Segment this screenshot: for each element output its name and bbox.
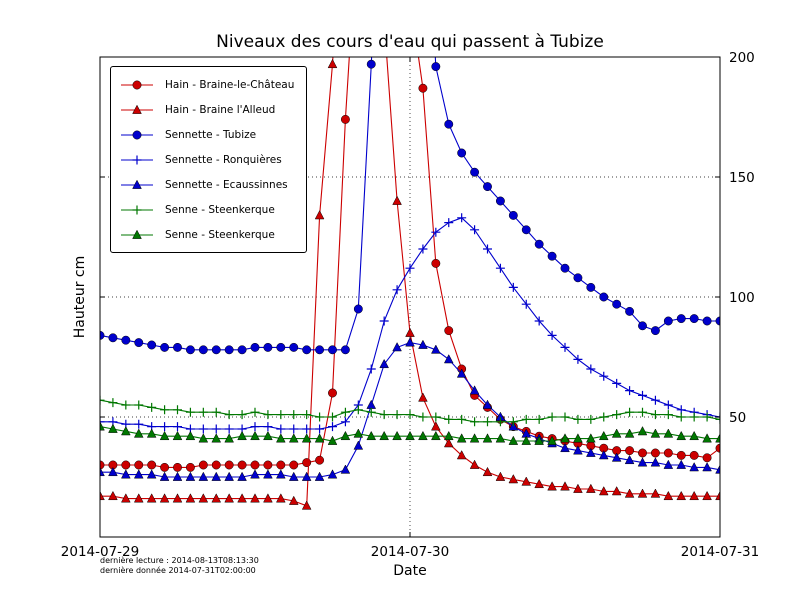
legend-label: Sennette - Ronquières [165,153,282,166]
legend-item: Sennette - Ronquières [119,147,294,172]
legend-plus-icon [121,155,153,164]
legend-plus-icon [121,205,153,214]
legend-triangle-icon [121,229,153,239]
legend-label: Sennette - Tubize [165,128,257,141]
legend-item: Hain - Braine l'Alleud [119,97,294,122]
series-2 [100,57,720,355]
y-tick-label: 150 [729,170,755,186]
y-tick-label: 50 [729,410,746,426]
series-4 [100,337,720,481]
legend-label: Hain - Braine l'Alleud [165,103,276,116]
legend-label: Sennette - Ecaussinnes [165,178,288,191]
series-6 [100,421,720,445]
legend-item: Senne - Steenkerque [119,197,294,222]
y-tick-label: 100 [729,290,755,306]
legend-circle-icon [121,80,153,89]
x-tick-label: 2014-07-30 [371,544,449,560]
series-3 [100,213,720,434]
series-5 [100,395,720,427]
legend-item: Hain - Braine-le-Château [119,72,294,97]
footer-last-data: dernière donnée 2014-07-31T02:00:00 [100,565,256,575]
legend-triangle-icon [121,179,153,189]
series-layer [100,57,720,510]
x-axis-label: Date [393,563,427,579]
footer-last-reading: dernière lecture : 2014-08-13T08:13:30 [100,556,259,565]
legend-item: Sennette - Tubize [119,122,294,147]
legend-label: Senne - Steenkerque [165,203,275,216]
footer-note: dernière lecture : 2014-08-13T08:13:30 d… [100,556,259,575]
legend: Hain - Braine-le-Château Hain - Braine l'… [110,66,308,253]
x-tick-label: 2014-07-31 [681,544,759,560]
legend-label: Senne - Steenkerque [165,228,275,241]
legend-item: Sennette - Ecaussinnes [119,172,294,197]
chart-title: Niveaux des cours d'eau qui passent à Tu… [216,32,604,52]
legend-item: Senne - Steenkerque [119,222,294,247]
legend-triangle-icon [121,104,153,114]
y-tick-label: 200 [729,50,755,66]
y-axis-label: Hauteur cm [72,255,88,339]
x-tick-label: 2014-07-29 [61,544,139,560]
legend-label: Hain - Braine-le-Château [165,78,295,91]
legend-circle-icon [121,130,153,139]
series-1 [100,57,720,510]
